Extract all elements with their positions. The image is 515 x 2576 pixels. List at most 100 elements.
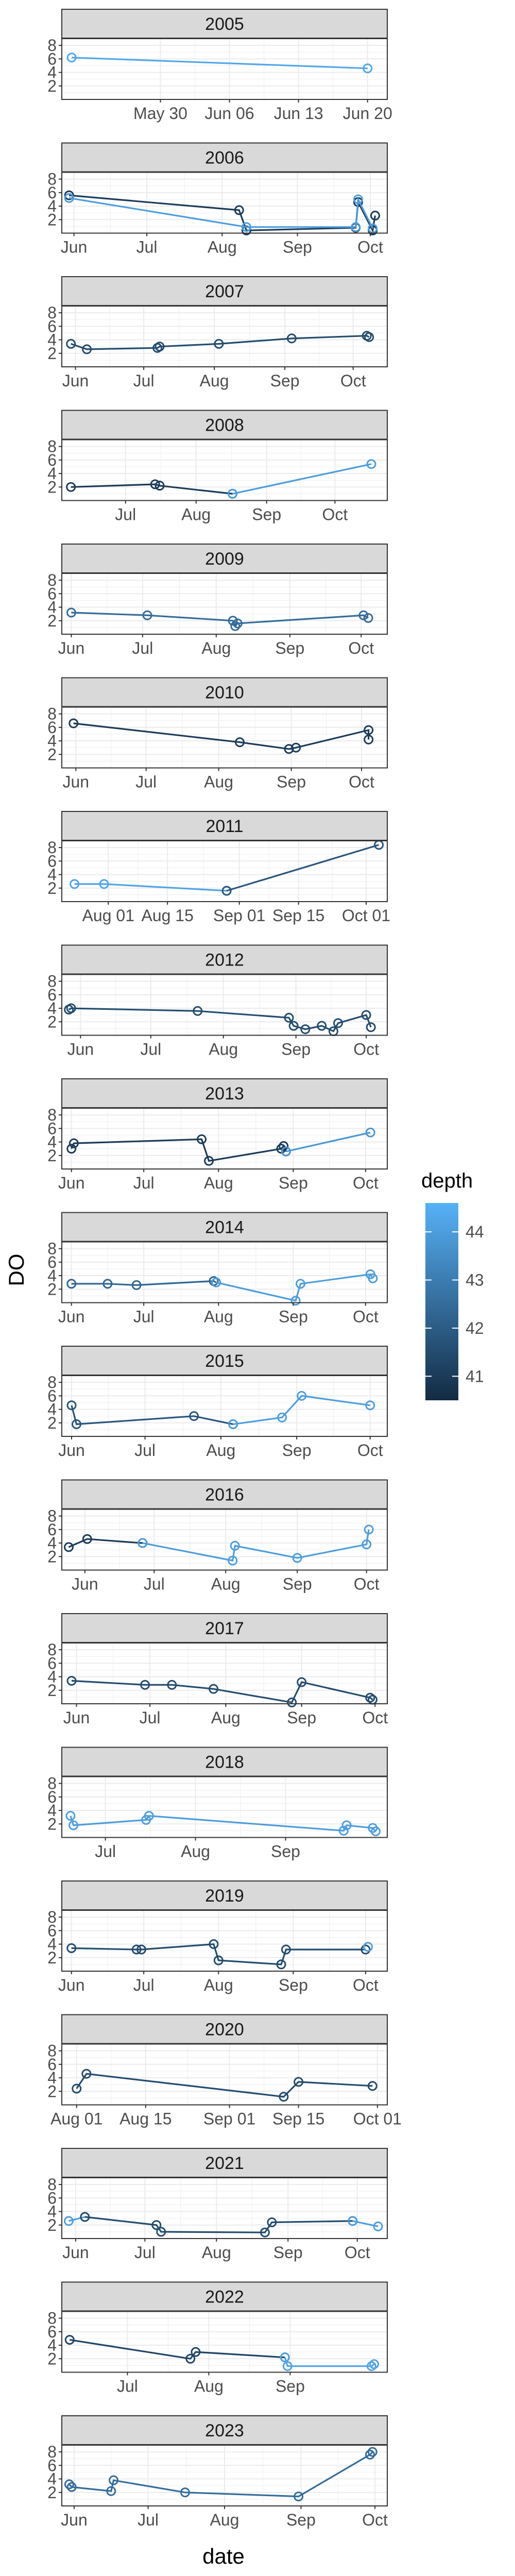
facet-strip-label: 2014: [205, 1218, 244, 1238]
data-point: [297, 1391, 307, 1401]
y-tick-label: 4: [47, 1668, 57, 1686]
data-point: [136, 1944, 146, 1955]
legend-tick-label: 41: [466, 1367, 484, 1385]
y-tick-label: 8: [47, 2042, 57, 2060]
x-tick-label: Aug: [181, 505, 211, 524]
panel-border: [61, 706, 388, 769]
data-point: [209, 1939, 219, 1950]
data-point: [180, 2487, 190, 2498]
series-line: [71, 335, 370, 350]
x-tick-label: Oct: [357, 238, 383, 257]
data-point: [185, 2353, 196, 2364]
facet-strip-label: 2013: [205, 1084, 244, 1104]
y-tick-label: 4: [47, 1400, 57, 1419]
data-point: [367, 2447, 377, 2457]
data-point: [290, 1296, 301, 1306]
y-tick-label: 4: [47, 2336, 57, 2354]
y-tick-label: 6: [47, 1253, 57, 1272]
data-point: [370, 1826, 381, 1837]
data-point: [288, 1021, 299, 1031]
series-line: [68, 2216, 85, 2222]
facet-strip: [61, 1747, 388, 1777]
data-point: [142, 610, 152, 620]
x-tick-label: Jun 20: [343, 104, 392, 123]
x-tick-label: Aug: [206, 1441, 235, 1460]
y-tick-label: 2: [47, 2349, 57, 2368]
data-series: [64, 1003, 376, 1037]
data-point: [64, 2335, 75, 2345]
data-point: [64, 2479, 74, 2489]
x-tick-label: Sep 01: [213, 906, 265, 925]
x-tick-label: Jul: [133, 1308, 154, 1326]
data-point: [366, 1022, 376, 1032]
y-tick-label: 6: [47, 1520, 57, 1539]
x-tick-label: Jun: [67, 1040, 94, 1059]
data-point: [286, 333, 297, 344]
legend-tick-label: 42: [466, 1319, 484, 1337]
y-tick-label: 6: [47, 1654, 57, 1672]
data-point: [365, 1400, 375, 1411]
data-point: [230, 621, 241, 631]
plot-background: [62, 707, 387, 768]
series-line: [232, 463, 372, 495]
y-tick-label: 6: [47, 584, 57, 603]
y-tick-label: 2: [47, 1547, 57, 1566]
x-tick-label: Jul: [133, 371, 154, 390]
x-tick-label: Aug: [211, 1708, 241, 1727]
x-tick-label: Sep: [275, 639, 304, 657]
y-tick-label: 8: [47, 2175, 57, 2194]
panel-border: [61, 38, 388, 100]
y-tick-label: 8: [47, 1373, 57, 1392]
x-tick-label: Jul: [144, 1575, 165, 1594]
y-tick-label: 2: [47, 1681, 57, 1700]
series-line: [68, 1007, 372, 1032]
data-point: [140, 1680, 150, 1690]
x-tick-label: Oct: [362, 1708, 388, 1727]
y-tick-label: 2: [47, 1815, 57, 1833]
plot-background: [62, 2311, 387, 2372]
data-point: [81, 2069, 92, 2079]
x-tick-label: Sep: [281, 1040, 311, 1059]
x-tick-label: Oct: [353, 1976, 379, 1994]
facet-strip: [61, 410, 388, 440]
plot-background: [62, 974, 387, 1036]
x-tick-label: Jun: [62, 2243, 89, 2262]
data-point: [366, 459, 376, 469]
data-point: [66, 2482, 77, 2492]
panel-border: [61, 2311, 388, 2373]
y-tick-label: 4: [47, 866, 57, 884]
x-tick-label: Aug 01: [50, 2110, 102, 2128]
x-tick-label: Oct: [349, 773, 374, 791]
y-tick-label: 6: [47, 317, 57, 335]
data-point: [193, 1006, 203, 1016]
y-tick-label: 8: [47, 972, 57, 991]
data-point: [144, 1811, 154, 1821]
data-point: [66, 338, 76, 349]
data-point: [72, 1419, 82, 1429]
panel-border: [61, 840, 388, 902]
x-tick-label: Aug: [201, 639, 231, 657]
data-point: [361, 1010, 371, 1020]
x-tick-label: Jun: [58, 1976, 85, 1994]
x-tick-label: Sep 01: [203, 2110, 255, 2128]
x-tick-label: Aug: [208, 238, 237, 257]
data-point: [209, 1684, 219, 1694]
data-point: [281, 1146, 291, 1157]
data-point: [214, 338, 224, 349]
x-tick-label: Sep: [282, 1441, 312, 1460]
series-line: [74, 883, 227, 892]
facet-strip-label: 2017: [205, 1619, 244, 1638]
data-point: [82, 344, 92, 354]
x-tick-label: May 30: [133, 104, 187, 123]
series-line: [68, 2451, 373, 2498]
x-tick-label: Oct: [353, 1308, 379, 1326]
data-point: [351, 222, 361, 232]
data-series: [66, 1391, 375, 1429]
facet-strip: [61, 2281, 388, 2312]
x-tick-label: Sep: [271, 1842, 300, 1861]
